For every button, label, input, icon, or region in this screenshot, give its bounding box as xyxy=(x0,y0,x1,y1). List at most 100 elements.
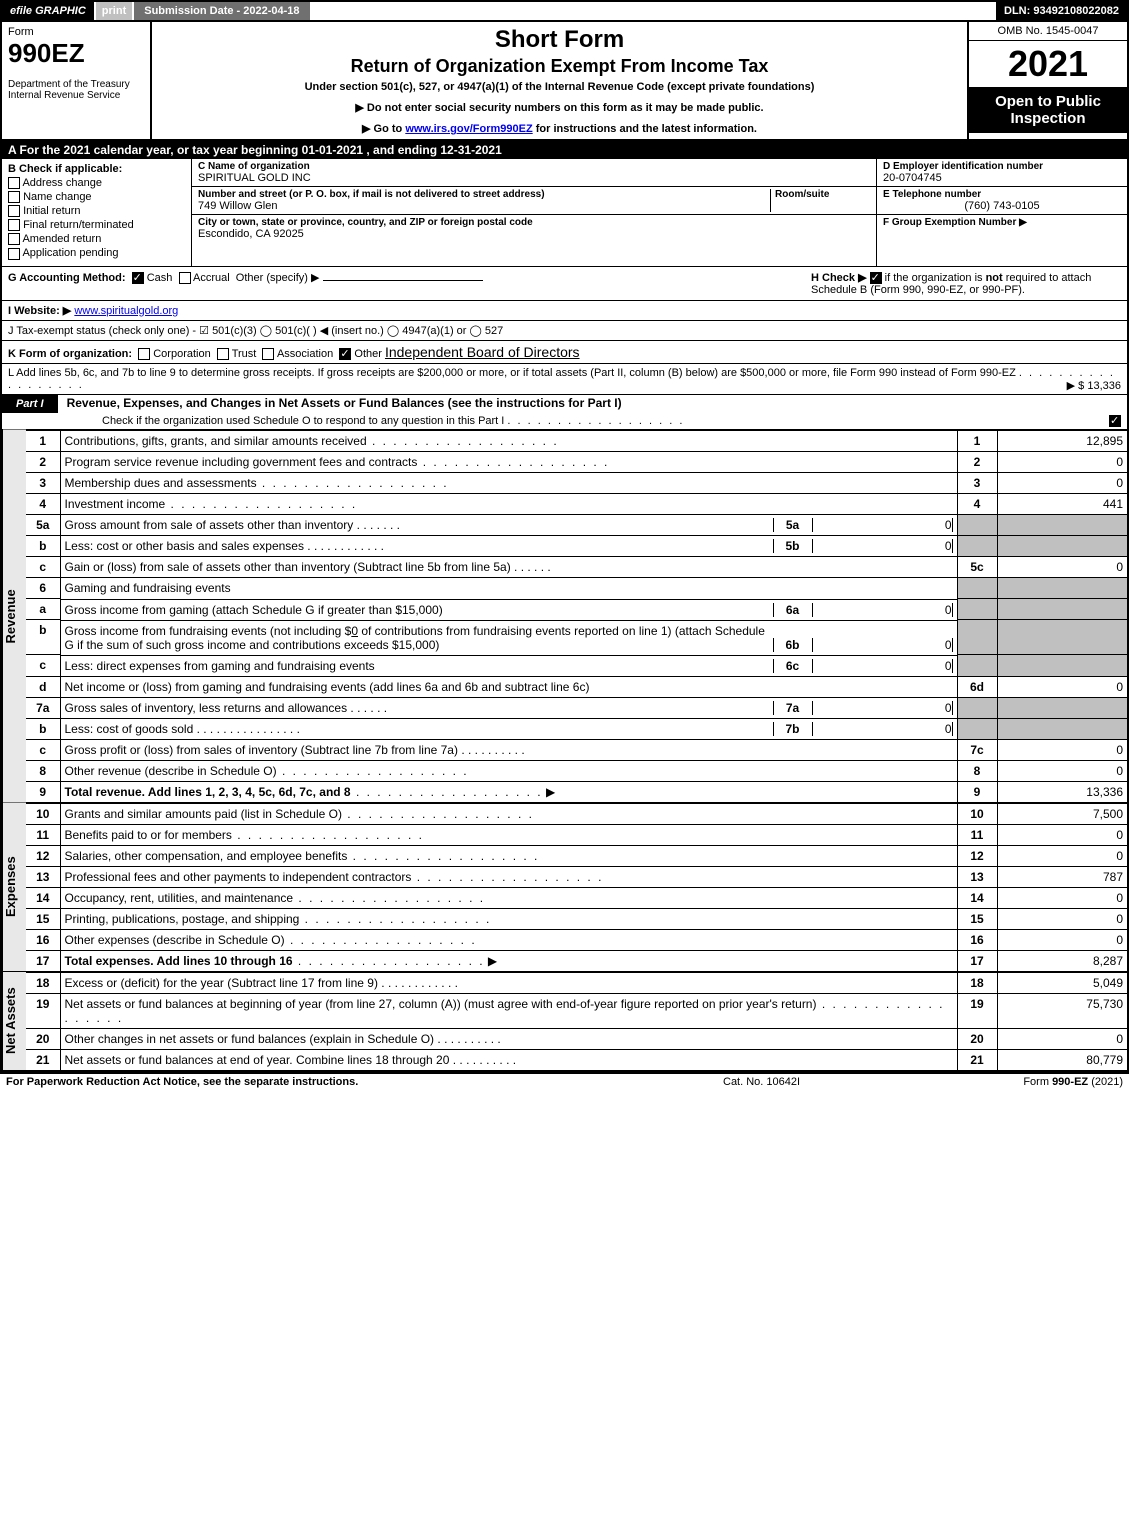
chk-name[interactable] xyxy=(8,191,20,203)
line7c-val: 0 xyxy=(997,740,1127,761)
footer-cat: Cat. No. 10642I xyxy=(723,1076,923,1088)
line6c-desc: Less: direct expenses from gaming and fu… xyxy=(65,659,773,673)
chk-assoc[interactable] xyxy=(262,348,274,360)
line2-desc: Program service revenue including govern… xyxy=(65,455,418,469)
street-value: 749 Willow Glen xyxy=(198,200,770,212)
chk-initial[interactable] xyxy=(8,205,20,217)
print-button[interactable]: print xyxy=(96,2,132,20)
line13-desc: Professional fees and other payments to … xyxy=(65,870,412,884)
chk-h[interactable] xyxy=(870,272,882,284)
tel-value: (760) 743-0105 xyxy=(883,200,1121,212)
other-input[interactable] xyxy=(323,280,483,281)
line10-val: 7,500 xyxy=(997,804,1127,825)
line7c-desc: Gross profit or (loss) from sales of inv… xyxy=(65,743,458,757)
lbl-other: Other (specify) ▶ xyxy=(236,272,320,284)
info-grid: B Check if applicable: Address change Na… xyxy=(2,159,1127,267)
lbl-corp: Corporation xyxy=(153,348,210,360)
irs-label: Internal Revenue Service xyxy=(8,90,144,101)
line3-val: 0 xyxy=(997,472,1127,493)
footer-right: Form 990-EZ (2021) xyxy=(923,1076,1123,1088)
lbl-assoc: Association xyxy=(277,348,333,360)
org-name-label: C Name of organization xyxy=(198,161,870,172)
part1-header-row: Part I Revenue, Expenses, and Changes in… xyxy=(2,395,1127,430)
warning-ssn: ▶ Do not enter social security numbers o… xyxy=(160,101,959,114)
revenue-table: 1Contributions, gifts, grants, and simil… xyxy=(26,430,1127,803)
line6b-mid: 0 xyxy=(351,624,358,638)
line5a-desc: Gross amount from sale of assets other t… xyxy=(65,518,354,532)
omb-number: OMB No. 1545-0047 xyxy=(969,22,1127,41)
line21-desc: Net assets or fund balances at end of ye… xyxy=(65,1053,450,1067)
line9-val: 13,336 xyxy=(997,782,1127,803)
line19-desc: Net assets or fund balances at beginning… xyxy=(65,997,817,1011)
subtitle: Under section 501(c), 527, or 4947(a)(1)… xyxy=(160,81,959,93)
line5a-val: 0 xyxy=(813,518,953,532)
line15-desc: Printing, publications, postage, and shi… xyxy=(65,912,300,926)
line18-val: 5,049 xyxy=(997,973,1127,994)
line16-val: 0 xyxy=(997,930,1127,951)
footer-form-post: (2021) xyxy=(1088,1076,1123,1088)
k-label: K Form of organization: xyxy=(8,348,132,360)
chk-other-org[interactable] xyxy=(339,348,351,360)
form-990ez-page: efile GRAPHIC print Submission Date - 20… xyxy=(0,0,1129,1074)
revenue-section: Revenue 1Contributions, gifts, grants, a… xyxy=(2,430,1127,804)
line14-desc: Occupancy, rent, utilities, and maintena… xyxy=(65,891,294,905)
chk-address[interactable] xyxy=(8,177,20,189)
org-name: SPIRITUAL GOLD INC xyxy=(198,172,870,184)
city-value: Escondido, CA 92025 xyxy=(198,228,870,240)
line10-desc: Grants and similar amounts paid (list in… xyxy=(65,807,342,821)
part1-sub: Check if the organization used Schedule … xyxy=(102,415,504,427)
row-k-org-form: K Form of organization: Corporation Trus… xyxy=(2,341,1127,364)
form-word: Form xyxy=(8,26,144,38)
part1-dots xyxy=(507,415,684,427)
netassets-vert-label: Net Assets xyxy=(2,972,26,1070)
col-b-checkboxes: B Check if applicable: Address change Na… xyxy=(2,159,192,266)
chk-trust[interactable] xyxy=(217,348,229,360)
room-label: Room/suite xyxy=(775,189,870,200)
lbl-address: Address change xyxy=(22,177,102,189)
street-label: Number and street (or P. O. box, if mail… xyxy=(198,189,770,200)
revenue-vert-label: Revenue xyxy=(2,430,26,803)
lbl-trust: Trust xyxy=(232,348,257,360)
line12-desc: Salaries, other compensation, and employ… xyxy=(65,849,348,863)
open-public: Open to Public Inspection xyxy=(969,87,1127,133)
chk-corp[interactable] xyxy=(138,348,150,360)
line11-desc: Benefits paid to or for members xyxy=(65,828,232,842)
col-c-org: C Name of organization SPIRITUAL GOLD IN… xyxy=(192,159,877,266)
line13-val: 787 xyxy=(997,867,1127,888)
line12-val: 0 xyxy=(997,846,1127,867)
header-center: Short Form Return of Organization Exempt… xyxy=(152,22,967,139)
footer-form-pre: Form xyxy=(1023,1076,1052,1088)
line6c-val: 0 xyxy=(813,659,953,673)
chk-amended[interactable] xyxy=(8,233,20,245)
col-b-header: B Check if applicable: xyxy=(8,163,185,175)
city-label: City or town, state or province, country… xyxy=(198,217,870,228)
line15-val: 0 xyxy=(997,909,1127,930)
expenses-table: 10Grants and similar amounts paid (list … xyxy=(26,803,1127,971)
col-d-ids: D Employer identification number 20-0704… xyxy=(877,159,1127,266)
line17-desc: Total expenses. Add lines 10 through 16 xyxy=(65,954,293,968)
line1-val: 12,895 xyxy=(997,430,1127,451)
line9-desc: Total revenue. Add lines 1, 2, 3, 4, 5c,… xyxy=(65,785,351,799)
form-header: Form 990EZ Department of the Treasury In… xyxy=(2,22,1127,141)
chk-pending[interactable] xyxy=(8,248,20,260)
line6a-desc: Gross income from gaming (attach Schedul… xyxy=(65,603,773,617)
line6b-val: 0 xyxy=(813,638,953,652)
website-link[interactable]: www.spiritualgold.org xyxy=(74,305,178,317)
g-label: G Accounting Method: xyxy=(8,272,126,284)
chk-schedule-o[interactable] xyxy=(1109,415,1121,427)
tax-year: 2021 xyxy=(969,41,1127,87)
chk-cash[interactable] xyxy=(132,272,144,284)
line6-desc: Gaming and fundraising events xyxy=(60,578,957,599)
ein-value: 20-0704745 xyxy=(883,172,1121,184)
line7b-val: 0 xyxy=(813,722,953,736)
chk-accrual[interactable] xyxy=(179,272,191,284)
line20-val: 0 xyxy=(997,1029,1127,1050)
line6d-desc: Net income or (loss) from gaming and fun… xyxy=(60,676,957,697)
line3-desc: Membership dues and assessments xyxy=(65,476,257,490)
lbl-other-org: Other xyxy=(354,348,382,360)
expenses-section: Expenses 10Grants and similar amounts pa… xyxy=(2,803,1127,972)
irs-link[interactable]: www.irs.gov/Form990EZ xyxy=(405,123,532,135)
chk-final[interactable] xyxy=(8,219,20,231)
line8-val: 0 xyxy=(997,761,1127,782)
row-j-status: J Tax-exempt status (check only one) - ☑… xyxy=(2,321,1127,341)
